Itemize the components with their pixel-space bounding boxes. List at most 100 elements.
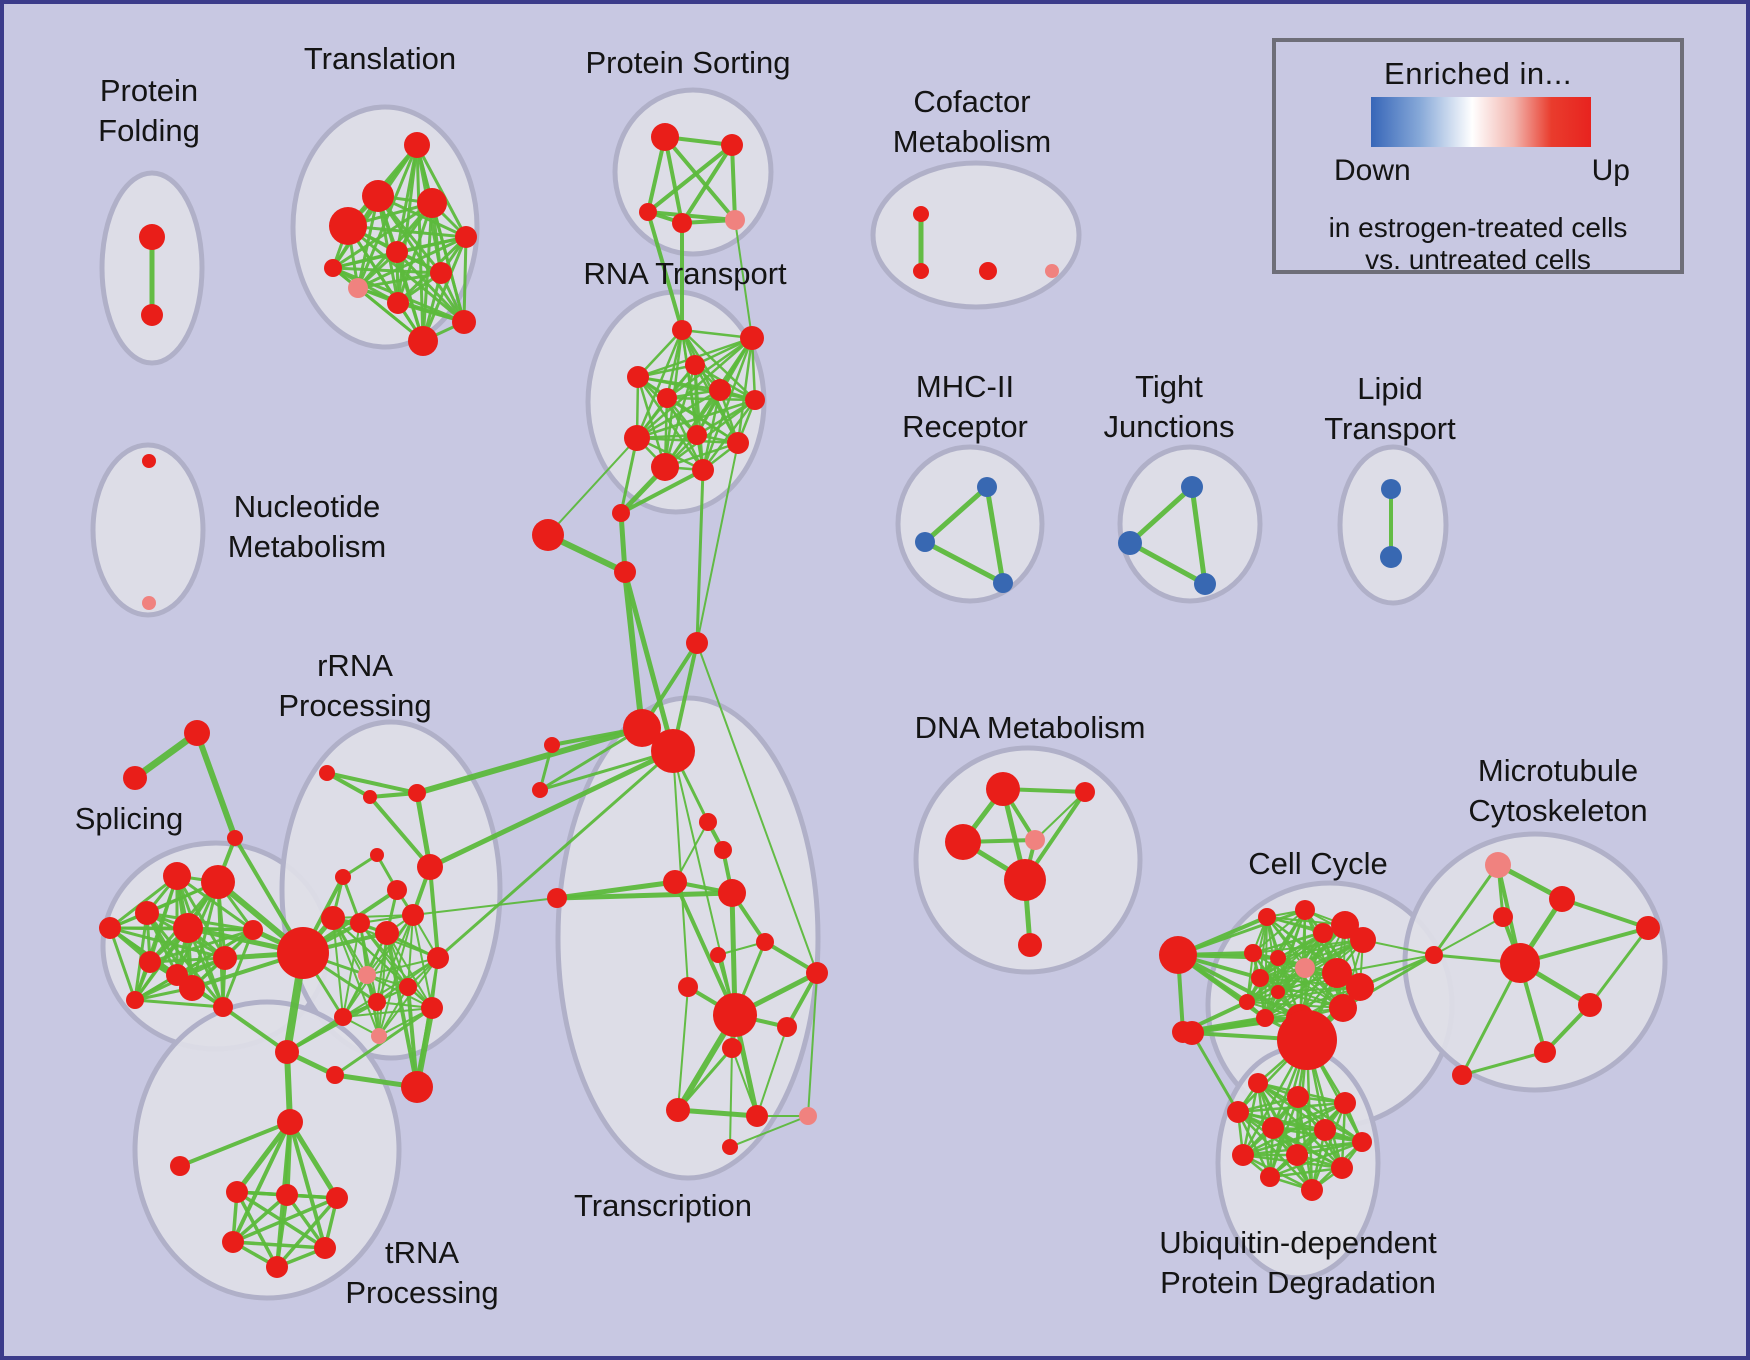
legend-gradient-bar xyxy=(1371,97,1591,147)
cluster-label-cell-cycle: Cell Cycle xyxy=(1248,846,1388,881)
network-edge xyxy=(665,396,757,402)
network-edge xyxy=(547,437,638,536)
network-node-d5 xyxy=(277,1109,303,1135)
network-node-r13 xyxy=(358,966,376,984)
network-node-tr6 xyxy=(710,947,726,963)
network-node-x1 xyxy=(686,632,708,654)
network-edge xyxy=(275,1196,339,1269)
network-node-dm5 xyxy=(1004,859,1046,901)
network-node-ub11 xyxy=(1260,1167,1280,1187)
network-node-rt8 xyxy=(624,425,650,451)
network-edge xyxy=(148,928,255,964)
legend-scale: Down Up xyxy=(1334,154,1630,188)
network-edge xyxy=(730,143,737,222)
network-node-ps2 xyxy=(721,134,743,156)
network-edge xyxy=(221,1005,289,1054)
network-edge xyxy=(231,1196,339,1244)
network-node-r18 xyxy=(371,1028,387,1044)
network-node-cc2 xyxy=(1295,900,1315,920)
network-node-mt9 xyxy=(1452,1065,1472,1085)
network-node-r6 xyxy=(417,854,443,880)
network-node-sp1 xyxy=(163,862,191,890)
network-node-rt12 xyxy=(692,459,714,481)
network-edge xyxy=(346,224,466,324)
network-node-r10 xyxy=(375,921,399,945)
network-edge xyxy=(680,328,757,402)
network-node-x2 xyxy=(532,519,564,551)
network-node-ot2 xyxy=(123,766,147,790)
network-node-lt2 xyxy=(1380,546,1402,568)
network-node-ps1 xyxy=(651,123,679,151)
network-node-ub5 xyxy=(1262,1117,1284,1139)
network-edge xyxy=(194,730,238,841)
cluster-label-ubiquitin-degradation: Ubiquitin-dependent Protein Degradation xyxy=(1159,1225,1437,1300)
network-node-cc14 xyxy=(1256,1009,1274,1027)
network-node-mt7 xyxy=(1578,993,1602,1017)
network-edge xyxy=(701,388,722,472)
network-edge xyxy=(395,250,466,324)
network-edge xyxy=(665,396,705,472)
network-node-ub8 xyxy=(1232,1144,1254,1166)
network-edge xyxy=(538,726,644,792)
network-edge xyxy=(680,143,734,225)
network-node-k5 xyxy=(314,1237,336,1259)
network-node-rt9 xyxy=(687,425,707,445)
network-node-t5 xyxy=(455,226,477,248)
network-edge xyxy=(672,750,689,988)
cluster-ellipse-tight-junctions xyxy=(1117,444,1263,604)
network-edge xyxy=(385,931,419,1089)
network-node-tr10 xyxy=(713,993,757,1037)
network-edge xyxy=(1277,939,1364,959)
network-node-cc5 xyxy=(1350,927,1376,953)
network-edge xyxy=(676,1046,734,1112)
network-node-h2 xyxy=(651,729,695,773)
network-edge xyxy=(736,336,754,445)
network-node-tr16 xyxy=(722,1139,738,1155)
network-node-tj2 xyxy=(1118,531,1142,555)
network-node-r17 xyxy=(334,1008,352,1026)
network-edge xyxy=(234,1119,293,1195)
network-edge xyxy=(646,210,737,222)
legend-caption-line1: in estrogen-treated cells xyxy=(1328,212,1628,243)
network-node-k3 xyxy=(326,1187,348,1209)
network-node-dm1 xyxy=(986,772,1020,806)
network-node-r9 xyxy=(350,913,370,933)
network-edge xyxy=(331,266,425,343)
network-edge xyxy=(332,914,414,919)
network-node-dm2 xyxy=(945,824,981,860)
network-edge xyxy=(635,398,757,440)
network-node-rt2 xyxy=(740,326,764,350)
network-node-mt5 xyxy=(1425,946,1443,964)
network-edge xyxy=(1433,916,1504,956)
network-node-nm1 xyxy=(142,454,156,468)
network-edge xyxy=(285,1000,379,1054)
legend-title: Enriched in... xyxy=(1384,56,1572,91)
network-edge xyxy=(231,1193,289,1244)
network-node-tr9 xyxy=(678,977,698,997)
network-node-cm1 xyxy=(913,206,929,222)
network-edge xyxy=(619,468,705,515)
cluster-label-rrna-processing: rRNA Processing xyxy=(278,648,431,723)
network-node-tr4 xyxy=(663,870,687,894)
network-node-t10 xyxy=(408,326,438,356)
network-node-r1 xyxy=(319,765,335,781)
network-edge xyxy=(415,143,468,239)
network-edge xyxy=(554,890,735,901)
network-edge xyxy=(695,468,705,645)
network-edge xyxy=(395,250,425,343)
network-edge xyxy=(331,266,443,275)
network-edge xyxy=(178,1120,292,1168)
network-node-tr7 xyxy=(756,933,774,951)
network-node-r7 xyxy=(387,880,407,900)
network-edge xyxy=(368,795,432,869)
network-edge xyxy=(427,748,676,870)
network-node-ub10 xyxy=(1331,1157,1353,1179)
network-node-ub12 xyxy=(1301,1179,1323,1201)
network-node-r5 xyxy=(335,869,351,885)
network-edge xyxy=(677,986,689,1111)
network-node-rt4 xyxy=(627,366,649,388)
network-edge xyxy=(325,771,372,799)
network-node-sp2 xyxy=(201,865,235,899)
network-edge xyxy=(1176,953,1302,1020)
network-node-tr12 xyxy=(722,1038,742,1058)
